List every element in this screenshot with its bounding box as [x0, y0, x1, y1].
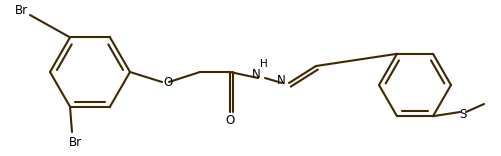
Text: N: N: [277, 73, 286, 86]
Text: Br: Br: [15, 3, 28, 17]
Text: Br: Br: [69, 136, 82, 149]
Text: N: N: [252, 68, 261, 80]
Text: S: S: [459, 107, 467, 120]
Text: O: O: [225, 115, 234, 127]
Text: O: O: [163, 76, 173, 90]
Text: H: H: [260, 59, 268, 69]
